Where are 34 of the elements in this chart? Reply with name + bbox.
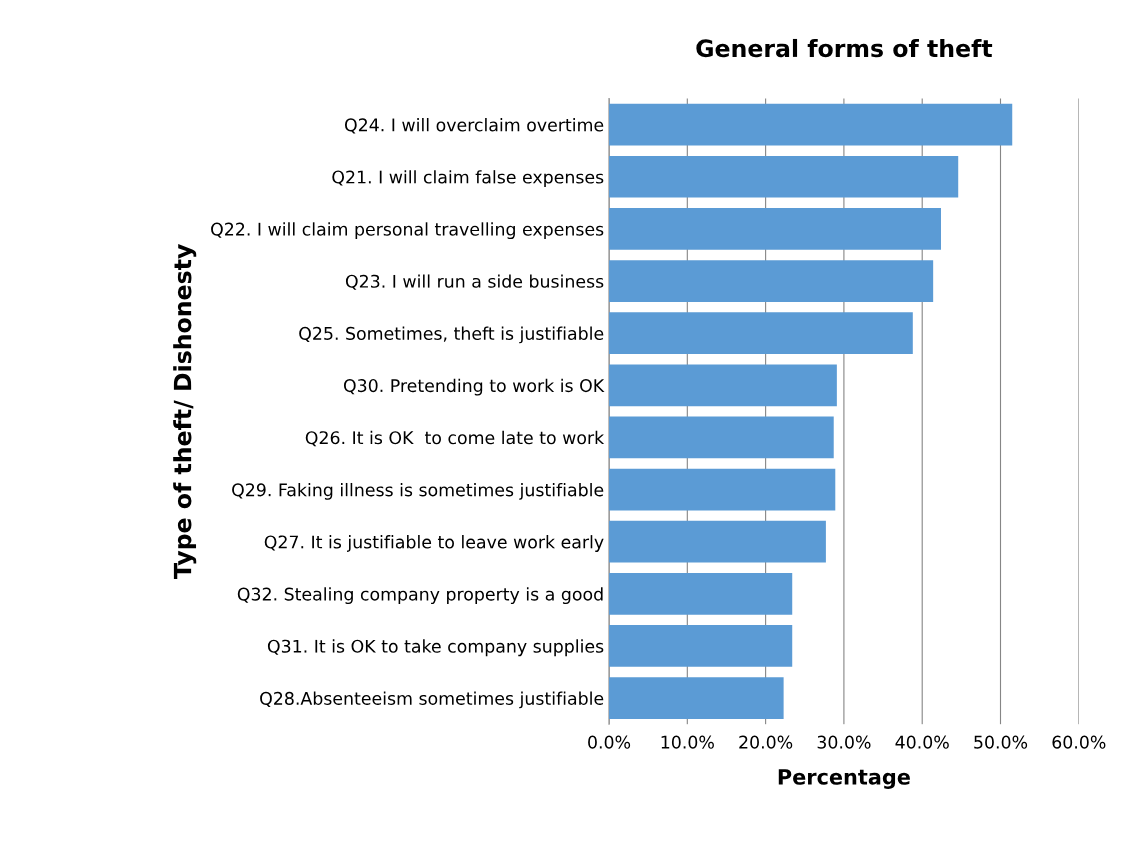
y-tick-label: Q26. It is OK to come late to work (305, 430, 605, 447)
bar (609, 677, 784, 719)
y-tick-label: Q30. Pretending to work is OK (343, 378, 605, 396)
bar (609, 572, 793, 615)
bar (609, 625, 793, 667)
y-tick-label: Q31. It is OK to take company supplies (267, 639, 604, 657)
bar (609, 208, 941, 250)
bar (609, 155, 959, 198)
y-tick-label: Q32. Stealing company property is a good (237, 587, 603, 605)
y-tick-label: Q21. I will claim false expenses (332, 170, 604, 187)
bar (609, 260, 934, 302)
x-tick-label: 60.0% (1052, 735, 1106, 749)
x-tick-label: 10.0% (661, 735, 714, 749)
y-tick-label: Q24. I will overclaim overtime (344, 118, 604, 134)
x-tick-label: 0.0% (588, 735, 631, 749)
y-tick-label: Q22. I will claim personal travelling expenses (211, 222, 604, 240)
y-tick-label: Q29. Faking illness is sometimes justifiable (232, 482, 604, 500)
x-tick-label: 30.0% (817, 735, 871, 749)
y-tick-label: Q23. I will run a side business (345, 274, 604, 290)
x-tick-label: 50.0% (974, 735, 1028, 749)
y-tick-label: Q25. Sometimes, theft is justifiable (299, 326, 604, 344)
x-tick-label: 20.0% (739, 735, 793, 749)
y-axis-title: Type of theft/ Dishonesty (173, 244, 197, 579)
x-tick-label: 40.0% (895, 735, 949, 749)
y-tick-label: Q28.Absenteeism sometimes justifiable (260, 691, 604, 709)
bar (609, 416, 834, 459)
bar (609, 468, 836, 511)
x-axis-title: Percentage (778, 769, 910, 789)
bar (609, 364, 837, 407)
bar (609, 103, 1013, 146)
y-tick-label: Q27. It is justifiable to leave work early (264, 535, 604, 552)
bar (609, 520, 826, 563)
chart-title: General forms of theft (696, 38, 993, 58)
bar (609, 312, 913, 355)
